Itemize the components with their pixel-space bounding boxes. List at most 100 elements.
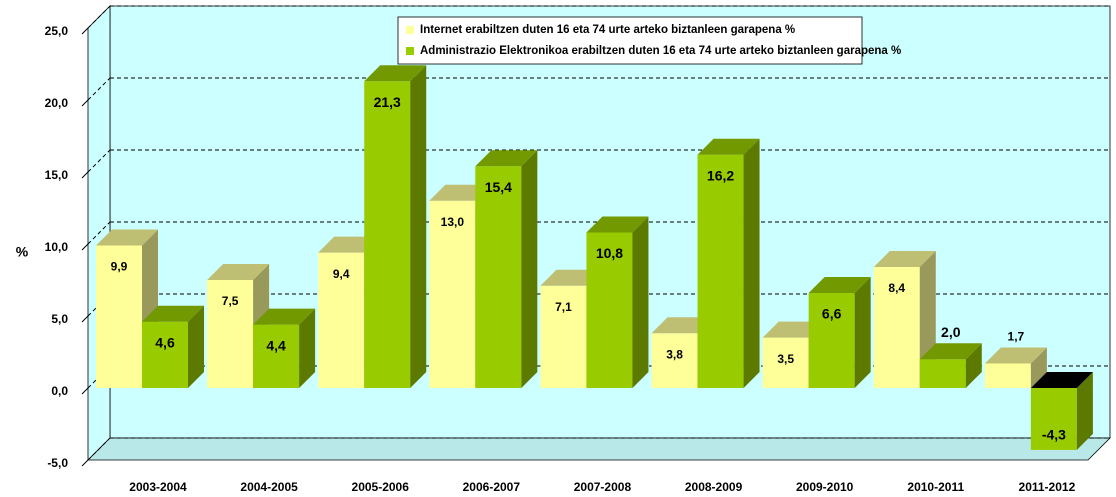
bar-front — [318, 252, 365, 388]
x-tick-label: 2008-2009 — [685, 480, 743, 494]
value-label: 10,8 — [596, 245, 623, 261]
value-label: 4,6 — [155, 334, 175, 350]
x-tick-label: 2009-2010 — [796, 480, 854, 494]
bar-side — [410, 65, 427, 388]
value-label: 7,1 — [555, 300, 572, 314]
tick-mark — [81, 387, 89, 395]
grid-line — [87, 77, 111, 101]
bar-front — [586, 232, 633, 388]
bar-side — [1030, 347, 1047, 388]
bar-side — [632, 216, 649, 388]
bar-top — [207, 264, 270, 280]
bar-top — [364, 65, 427, 82]
bar-front — [540, 285, 587, 388]
bar-front — [364, 81, 411, 388]
y-tick-label: 0,0 — [51, 384, 68, 398]
y-axis-label: % — [16, 244, 29, 260]
y-tick-label: 10,0 — [45, 240, 69, 254]
legend-swatch — [406, 26, 414, 34]
bar-top — [1030, 372, 1093, 388]
grid-line — [87, 221, 111, 245]
bar — [808, 276, 871, 388]
bar-top — [984, 347, 1047, 364]
bar-top — [586, 216, 649, 233]
bar-top — [919, 343, 982, 360]
x-tick-label: 2010-2011 — [907, 480, 964, 494]
bar-front — [96, 245, 142, 388]
tick-mark — [81, 243, 89, 251]
bar-side — [965, 343, 982, 388]
bar-front — [207, 280, 254, 388]
x-tick-label: 2004-2005 — [240, 480, 298, 494]
bar — [253, 308, 316, 388]
bar-side — [1076, 372, 1093, 450]
y-tick-label: 5,0 — [51, 312, 68, 326]
bar-side — [521, 150, 538, 388]
bar-top — [873, 251, 936, 268]
bar-front — [253, 324, 300, 388]
y-tick-label: -5,0 — [47, 456, 68, 470]
bar-front — [651, 333, 698, 388]
tick-mark — [81, 171, 89, 179]
value-label: 3,8 — [666, 347, 683, 361]
bar-top — [142, 305, 204, 322]
value-label: 6,6 — [822, 306, 842, 322]
grid-line — [87, 437, 111, 461]
bar-front — [919, 359, 966, 388]
bar — [142, 305, 204, 388]
bar-front — [762, 337, 809, 388]
value-label: 2,0 — [941, 324, 961, 340]
bar — [984, 347, 1047, 388]
x-tick-label: 2005-2006 — [352, 480, 410, 494]
y-tick-label: 25,0 — [45, 24, 69, 38]
x-tick-label: 2007-2008 — [574, 480, 632, 494]
bar — [586, 216, 649, 388]
x-tick-label: 2006-2007 — [463, 480, 521, 494]
bar-front — [475, 166, 522, 388]
legend-swatch — [406, 47, 414, 55]
bar-front — [808, 292, 855, 388]
bar-front — [873, 267, 920, 388]
bar-top — [96, 229, 158, 246]
tick-mark — [81, 99, 89, 107]
value-label: 7,5 — [222, 294, 239, 308]
value-label: 13,0 — [441, 215, 465, 229]
bar — [697, 138, 760, 388]
y-tick-label: 20,0 — [45, 96, 69, 110]
legend-box — [397, 16, 863, 65]
bar-top — [475, 150, 538, 167]
value-label: 4,4 — [266, 337, 286, 353]
bar-top — [697, 138, 760, 155]
bar — [475, 150, 538, 388]
value-label: -4,3 — [1042, 427, 1066, 443]
legend: Internet erabiltzen duten 16 eta 74 urte… — [397, 16, 901, 65]
value-label: 3,5 — [777, 352, 794, 366]
floor — [87, 437, 1111, 461]
bar-front — [429, 200, 476, 388]
value-label: 9,4 — [333, 267, 350, 281]
value-label: 21,3 — [374, 94, 401, 110]
y-tick-label: 15,0 — [45, 168, 69, 182]
bar-side — [743, 138, 760, 388]
tick-mark — [81, 27, 89, 35]
grid-line — [87, 149, 111, 173]
bar-side — [299, 308, 316, 388]
bar — [1030, 372, 1093, 450]
x-tick-label: 2003-2004 — [129, 480, 187, 494]
legend-label: Administrazio Elektronikoa erabiltzen du… — [420, 45, 901, 57]
bar — [919, 343, 982, 388]
bar-side — [854, 276, 871, 388]
bar-side — [188, 305, 204, 388]
tick-mark — [81, 459, 89, 467]
value-label: 8,4 — [888, 281, 905, 295]
x-tick-label: 2011-2012 — [1019, 480, 1076, 494]
value-label: 9,9 — [111, 260, 128, 274]
bar-top — [253, 308, 316, 325]
legend-label: Internet erabiltzen duten 16 eta 74 urte… — [420, 24, 795, 36]
value-label: 15,4 — [485, 179, 512, 195]
bar-front — [984, 363, 1031, 388]
bar-front — [697, 154, 744, 388]
value-label: 1,7 — [1008, 330, 1025, 344]
grid-line — [87, 5, 111, 29]
